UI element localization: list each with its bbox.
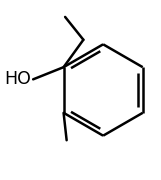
Text: HO: HO bbox=[4, 70, 31, 88]
